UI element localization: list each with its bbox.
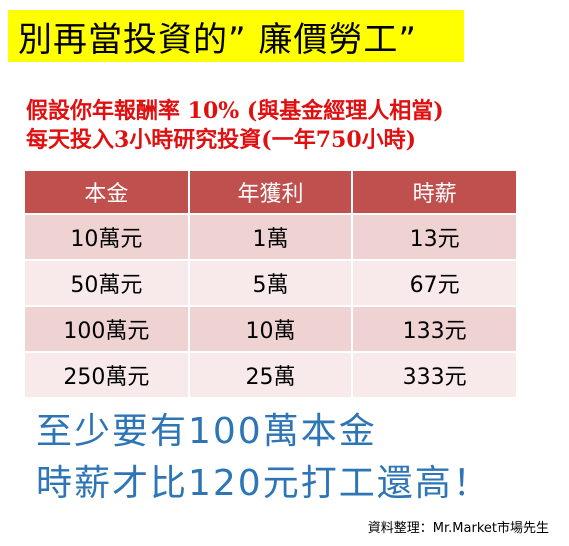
premise-line-2: 每天投入3小時研究投資(一年750小時) [26,127,417,153]
conclusion-line-1: 至少要有100萬本金 [36,411,377,452]
cell-annual-profit: 1萬 [188,213,354,260]
cell-principal: 50萬元 [25,259,190,306]
table-header-row: 本金 年獲利 時薪 [25,171,516,214]
header-principal: 本金 [25,171,190,214]
premise-line-1: 假設你年報酬率 10% (與基金經理人相當) [26,98,444,124]
cell-principal: 250萬元 [25,351,190,397]
table-row: 250萬元 25萬 333元 [25,351,516,397]
cell-principal: 100萬元 [25,305,190,352]
cell-annual-profit: 5萬 [188,259,354,306]
conclusion-line-2: 時薪才比120元打工還高！ [36,463,491,504]
header-annual-profit: 年獲利 [188,171,354,214]
cell-hourly-wage: 133元 [352,305,516,352]
cell-hourly-wage: 333元 [352,351,516,397]
table-row: 50萬元 5萬 67元 [25,259,516,306]
header-hourly-wage: 時薪 [352,171,516,214]
source-credit: 資料整理：Mr.Market市場先生 [367,521,549,536]
cell-principal: 10萬元 [25,213,190,260]
cell-hourly-wage: 67元 [352,259,516,306]
cell-annual-profit: 10萬 [188,305,354,352]
cell-annual-profit: 25萬 [188,351,354,397]
hourly-wage-table: 本金 年獲利 時薪 10萬元 1萬 13元 50萬元 5萬 67元 100萬元 … [25,171,516,397]
title-highlight: 別再當投資的” 廉價勞工” [8,10,464,62]
page-title: 別再當投資的” 廉價勞工” [18,19,418,60]
table-row: 10萬元 1萬 13元 [25,213,516,260]
cell-hourly-wage: 13元 [352,213,516,260]
table-row: 100萬元 10萬 133元 [25,305,516,352]
